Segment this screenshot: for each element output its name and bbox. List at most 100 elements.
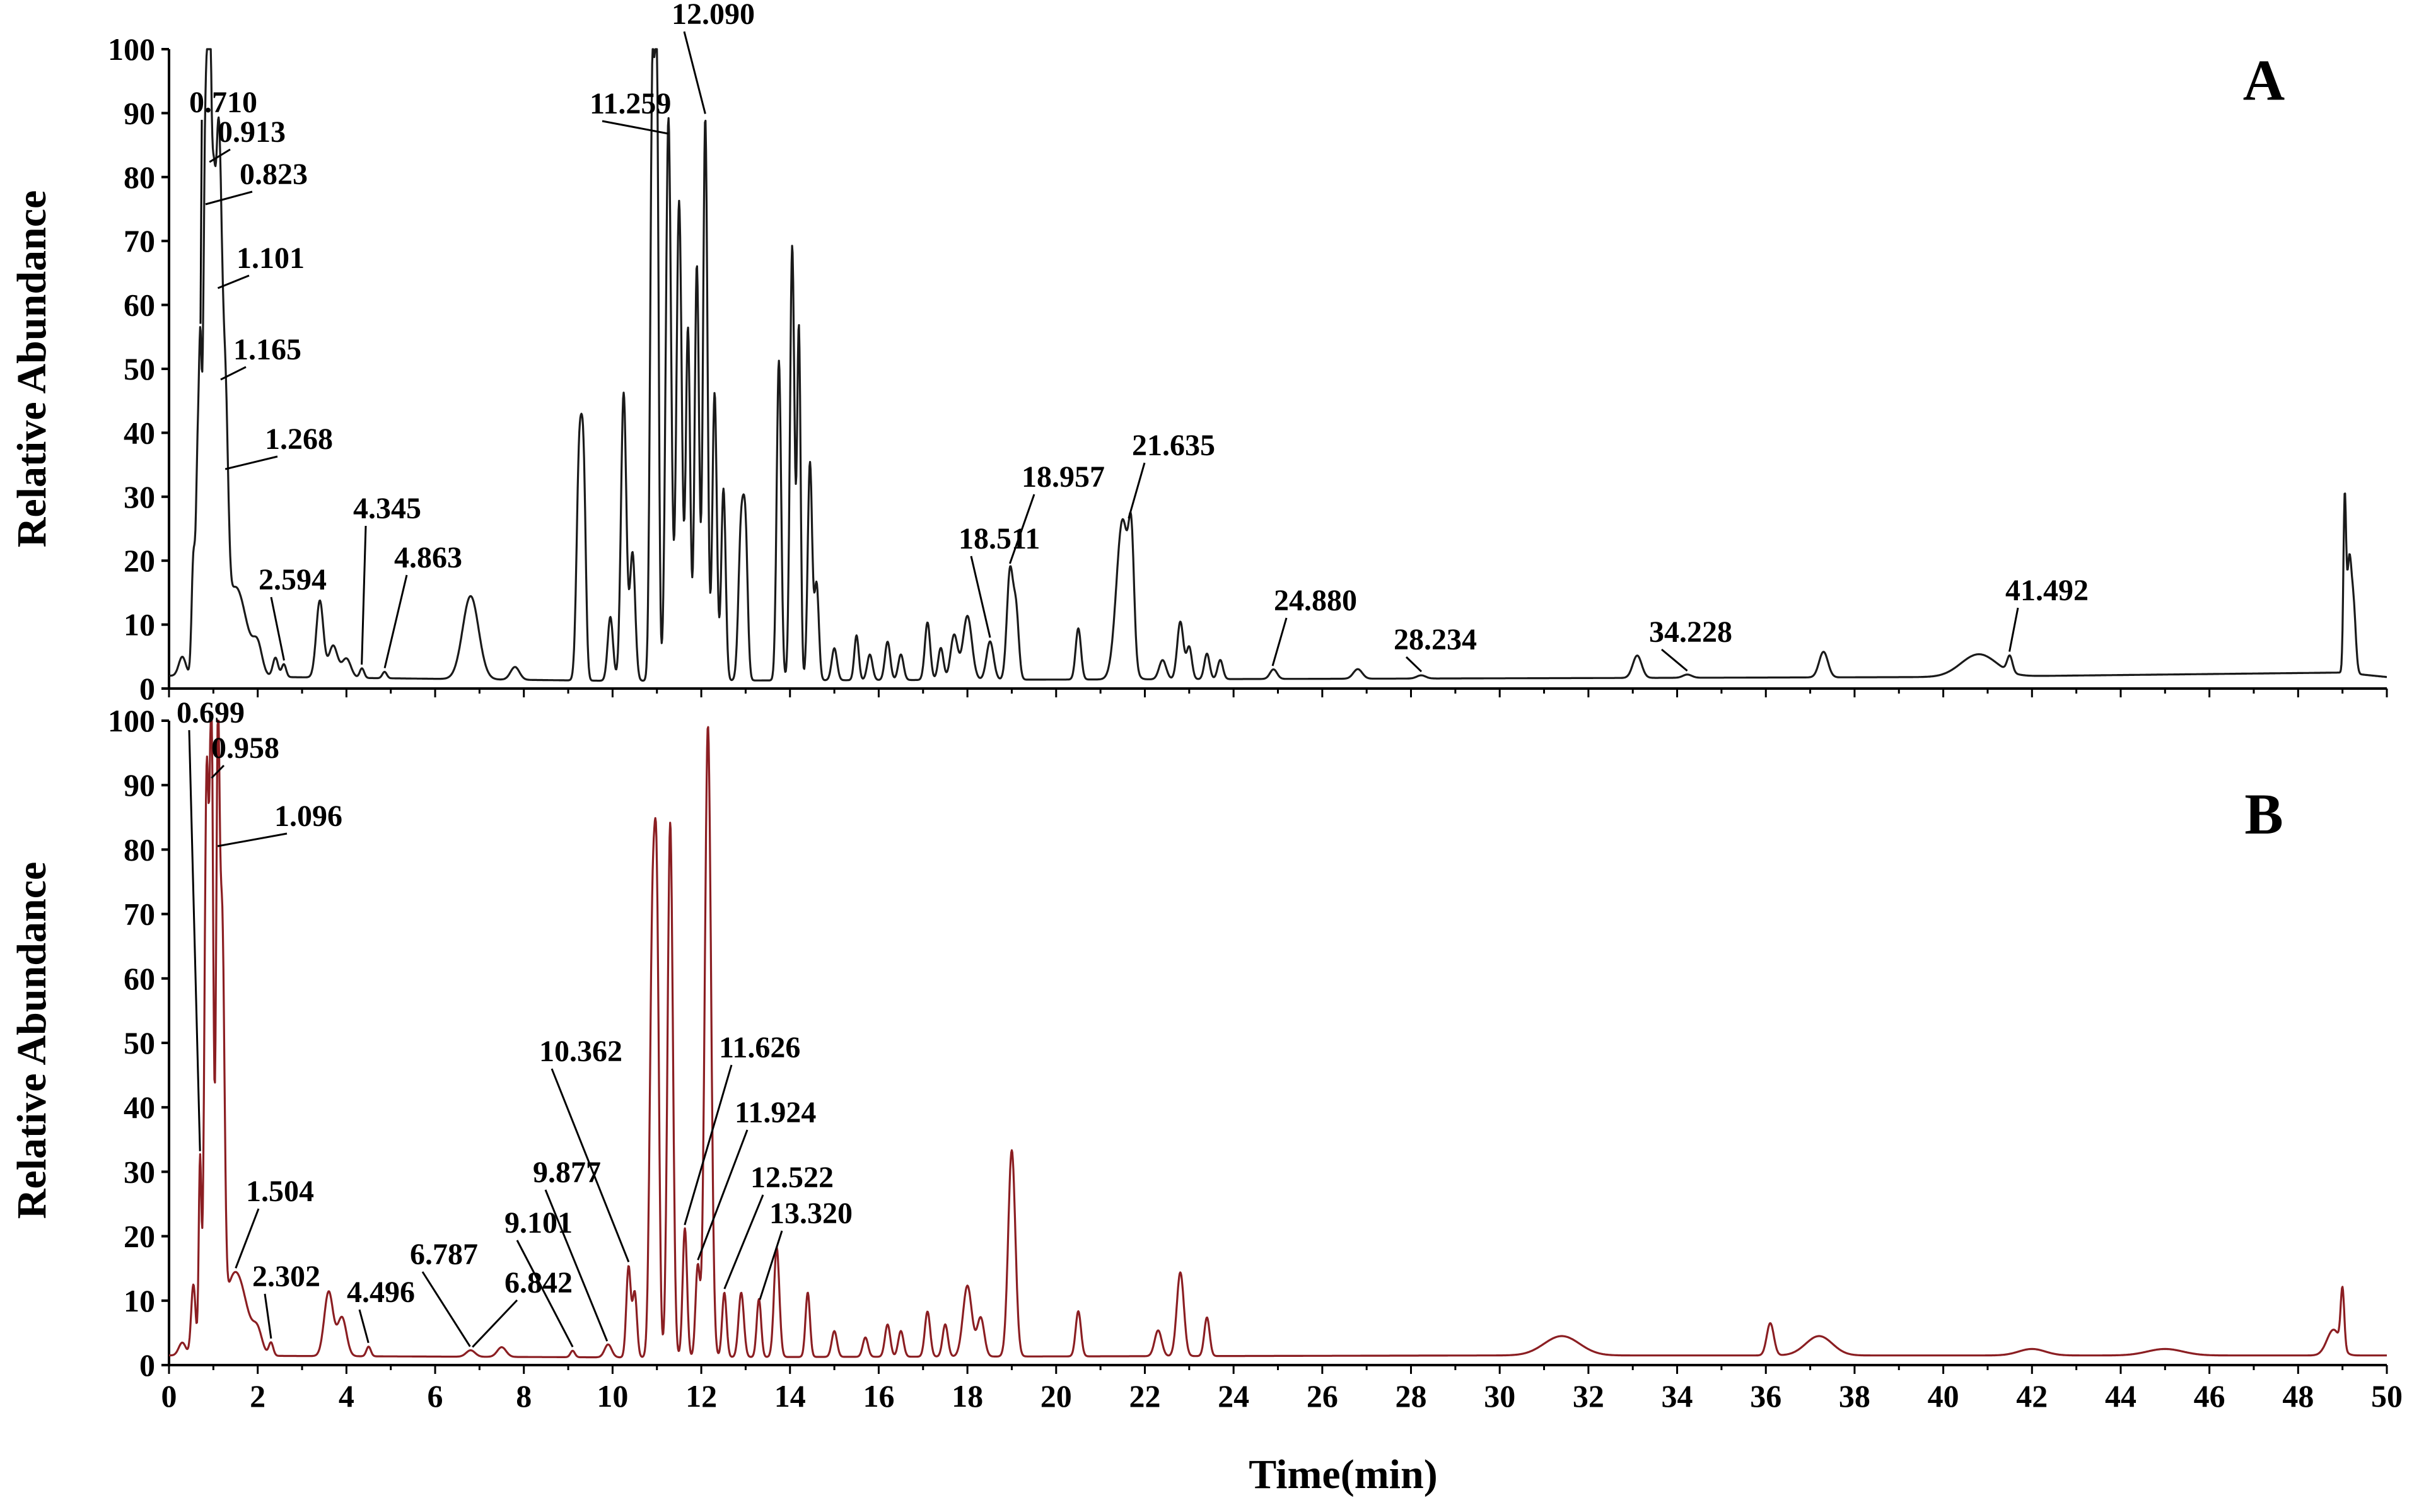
peak-label: 2.594 [259, 563, 327, 596]
chromatogram-trace [168, 719, 2387, 1359]
peak-leader-line [544, 1189, 609, 1342]
panel-b-y-title: Relative Abundance [9, 862, 55, 1219]
peak-leader-line [1405, 656, 1423, 673]
peak-leader-line [220, 366, 247, 381]
peak-leader-line [759, 1230, 783, 1300]
x-tick-label: 28 [1396, 1378, 1427, 1414]
peak-leader-line [1128, 462, 1146, 519]
y-tick-label: 100 [108, 703, 155, 738]
peak-leader-line [383, 574, 408, 668]
x-tick-label: 38 [1839, 1378, 1870, 1414]
peak-leader-line [211, 764, 225, 779]
x-tick-label: 4 [339, 1378, 354, 1414]
y-tick-label: 40 [124, 415, 155, 450]
x-tick-label: 22 [1129, 1378, 1160, 1414]
peak-label: 6.787 [410, 1238, 478, 1271]
y-tick-label: 30 [124, 1154, 155, 1189]
peak-leader-line [217, 832, 288, 847]
x-tick-label: 50 [2371, 1378, 2403, 1414]
peak-label: 18.957 [1022, 460, 1105, 494]
peak-label: 41.492 [2005, 574, 2089, 607]
x-tick-label: 34 [1662, 1378, 1693, 1414]
peak-label: 0.958 [211, 731, 279, 765]
peak-label: 11.924 [735, 1096, 816, 1129]
y-tick-label: 50 [124, 351, 155, 387]
peak-label: 0.913 [218, 115, 286, 149]
y-tick-label: 0 [139, 671, 155, 706]
peak-label: 9.101 [504, 1206, 573, 1240]
y-tick-label: 80 [124, 160, 155, 195]
peak-label: 34.228 [1649, 615, 1732, 649]
peak-label: 12.522 [750, 1161, 834, 1194]
x-axis-title: Time(min) [1249, 1451, 1437, 1497]
peak-label: 28.234 [1394, 623, 1477, 656]
peak-leader-line [358, 1309, 370, 1344]
peak-leader-line [421, 1271, 471, 1347]
x-tick-label: 2 [250, 1378, 265, 1414]
peak-leader-line [205, 190, 253, 206]
peak-label: 1.268 [265, 422, 333, 456]
peak-leader-line [970, 555, 991, 638]
peak-label: 1.165 [233, 333, 301, 366]
y-tick-label: 70 [124, 897, 155, 932]
x-tick-label: 40 [1928, 1378, 1959, 1414]
peak-leader-line [723, 1194, 764, 1289]
peak-leader-line [472, 1299, 518, 1348]
peak-leader-line [199, 119, 203, 324]
y-tick-label: 10 [124, 1283, 155, 1318]
peak-leader-line [2008, 607, 2019, 652]
peak-leader-line [361, 525, 367, 665]
peak-label: 1.096 [274, 800, 342, 833]
peak-label: 12.090 [672, 0, 755, 31]
panel-a-y-title: Relative Abundance [9, 190, 55, 548]
y-tick-label: 40 [124, 1090, 155, 1125]
peak-leader-line [1661, 648, 1688, 672]
x-tick-label: 18 [952, 1378, 983, 1414]
peak-label: 2.302 [252, 1260, 320, 1293]
peak-label: 9.877 [533, 1156, 601, 1189]
x-tick-label: 48 [2282, 1378, 2314, 1414]
y-tick-label: 60 [124, 288, 155, 323]
y-tick-label: 0 [139, 1347, 155, 1383]
x-tick-label: 36 [1750, 1378, 1781, 1414]
x-tick-label: 30 [1484, 1378, 1515, 1414]
x-tick-label: 0 [161, 1378, 177, 1414]
peak-label: 0.710 [189, 86, 257, 119]
peak-leader-line [209, 148, 231, 163]
peak-leader-line [683, 31, 706, 114]
chromatogram-trace [168, 48, 2387, 682]
peak-leader-line [1271, 617, 1288, 666]
peak-label: 4.345 [353, 492, 421, 525]
peak-leader-line [684, 1064, 733, 1226]
peak-label: 1.504 [246, 1175, 314, 1208]
peak-leader-line [270, 596, 285, 661]
y-tick-label: 20 [124, 543, 155, 578]
peak-leader-line [602, 120, 669, 135]
peak-label: 0.823 [240, 158, 308, 191]
panel-b-label: B [2244, 782, 2283, 846]
x-tick-label: 10 [597, 1378, 628, 1414]
peak-leader-line [217, 274, 250, 289]
peak-label: 4.496 [347, 1276, 415, 1309]
peak-leader-line [235, 1208, 260, 1269]
x-tick-label: 46 [2194, 1378, 2225, 1414]
x-tick-label: 32 [1573, 1378, 1604, 1414]
peak-label: 4.863 [394, 541, 462, 574]
peak-label: 10.362 [539, 1035, 622, 1068]
peak-label: 13.320 [769, 1197, 853, 1230]
peak-label: 24.880 [1274, 584, 1357, 617]
y-tick-label: 100 [108, 32, 155, 67]
x-tick-label: 8 [516, 1378, 532, 1414]
peak-leader-line [188, 730, 201, 1151]
x-tick-label: 44 [2105, 1378, 2136, 1414]
peak-label: 18.511 [959, 522, 1040, 555]
x-tick-label: 26 [1307, 1378, 1338, 1414]
panel-a-label: A [2243, 48, 2285, 112]
x-tick-label: 12 [685, 1378, 717, 1414]
y-tick-label: 90 [124, 95, 155, 131]
y-tick-label: 30 [124, 479, 155, 515]
peak-leader-line [697, 1129, 749, 1260]
y-tick-label: 80 [124, 832, 155, 867]
